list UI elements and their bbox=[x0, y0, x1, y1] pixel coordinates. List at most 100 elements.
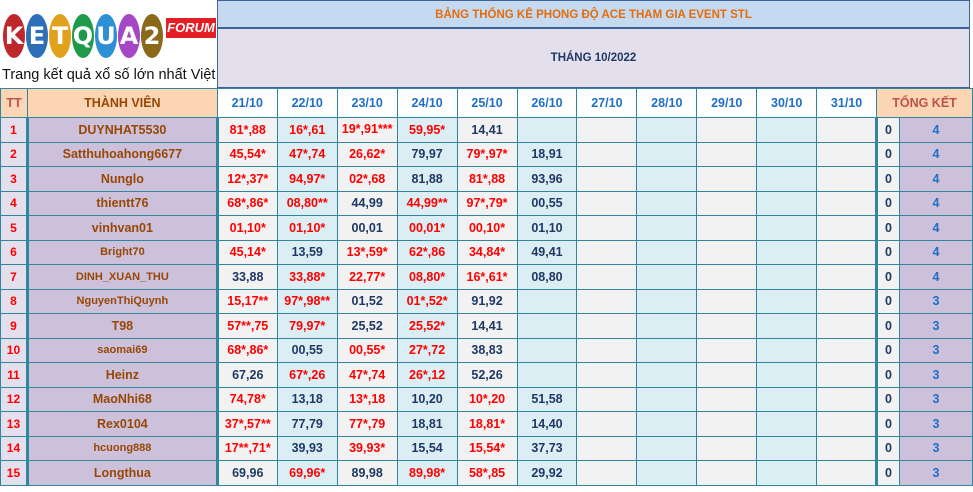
logo-letter: 2 bbox=[141, 14, 163, 58]
total-count: 3 bbox=[899, 435, 973, 461]
prediction-cell: 19*,91*** bbox=[336, 117, 398, 143]
total-count: 4 bbox=[899, 239, 973, 265]
row-number: 2 bbox=[0, 141, 28, 167]
prediction-cell: 13,59 bbox=[276, 239, 338, 265]
table-row: 3 Nunglo 12*,37* 94,97* 02*,68 81,88 81*,88 93,… bbox=[0, 166, 973, 192]
total-count: 4 bbox=[899, 215, 973, 241]
table-row: 8 NguyenThiQuynh 15,17** 97*,98** 01,52 01*,5… bbox=[0, 288, 973, 314]
row-number: 7 bbox=[0, 264, 28, 290]
prediction-cell: 02*,68 bbox=[336, 166, 398, 192]
logo-letter: Q bbox=[72, 14, 94, 58]
logo-letter: E bbox=[26, 14, 48, 58]
prediction-cell: 29,92 bbox=[516, 460, 578, 486]
prediction-cell: 16*,61 bbox=[276, 117, 338, 143]
forum-badge: FORUM bbox=[166, 18, 216, 38]
prediction-cell: 18,81 bbox=[396, 411, 458, 437]
prediction-cell: 00,55 bbox=[276, 337, 338, 363]
logo-letter: A bbox=[118, 14, 140, 58]
table-title: BẢNG THỐNG KÊ PHONG ĐỘ ACE THAM GIA EVEN… bbox=[217, 0, 970, 29]
zero-count: 0 bbox=[875, 337, 900, 363]
member-name[interactable]: NguyenThiQuynh bbox=[25, 288, 219, 314]
prediction-cell: 49,41 bbox=[516, 239, 578, 265]
header-summary: TỔNG KẾT bbox=[876, 88, 973, 118]
prediction-cell bbox=[816, 239, 878, 265]
prediction-cell bbox=[816, 362, 878, 388]
prediction-cell: 38,83 bbox=[456, 337, 518, 363]
prediction-cell: 00,55* bbox=[336, 337, 398, 363]
prediction-cell bbox=[756, 190, 818, 216]
prediction-cell bbox=[756, 460, 818, 486]
prediction-cell bbox=[816, 411, 878, 437]
prediction-cell: 81,88 bbox=[396, 166, 458, 192]
zero-count: 0 bbox=[875, 386, 900, 412]
member-name[interactable]: T98 bbox=[25, 313, 219, 339]
prediction-cell: 16*,61* bbox=[456, 264, 518, 290]
prediction-cell: 67,26 bbox=[216, 362, 278, 388]
table-row: 9 T98 57**,75 79,97* 25,52 25,52* 14,41 0 3 bbox=[0, 313, 973, 339]
table-row: 4 thientt76 68*,86* 08,80** 44,99 44,99** 97*,… bbox=[0, 190, 973, 216]
member-name[interactable]: Rex0104 bbox=[25, 411, 219, 437]
prediction-cell: 79,97 bbox=[396, 141, 458, 167]
prediction-cell bbox=[696, 239, 758, 265]
prediction-cell bbox=[636, 288, 698, 314]
prediction-cell bbox=[816, 166, 878, 192]
header-date: 21/10 bbox=[216, 88, 278, 118]
row-number: 14 bbox=[0, 435, 28, 461]
prediction-cell bbox=[696, 166, 758, 192]
zero-count: 0 bbox=[875, 166, 900, 192]
prediction-cell: 34,84* bbox=[456, 239, 518, 265]
member-name[interactable]: hcuong888 bbox=[25, 435, 219, 461]
member-name[interactable]: DINH_XUAN_THU bbox=[25, 264, 219, 290]
zero-count: 0 bbox=[875, 362, 900, 388]
prediction-cell: 13,18 bbox=[276, 386, 338, 412]
prediction-cell: 14,40 bbox=[516, 411, 578, 437]
prediction-cell bbox=[696, 288, 758, 314]
total-count: 3 bbox=[899, 460, 973, 486]
header-date: 23/10 bbox=[336, 88, 398, 118]
prediction-cell: 79*,97* bbox=[456, 141, 518, 167]
prediction-cell bbox=[576, 313, 638, 339]
prediction-cell: 10*,20 bbox=[456, 386, 518, 412]
row-number: 3 bbox=[0, 166, 28, 192]
prediction-cell bbox=[816, 313, 878, 339]
prediction-cell bbox=[636, 215, 698, 241]
prediction-cell bbox=[516, 313, 578, 339]
member-name[interactable]: Nunglo bbox=[25, 166, 219, 192]
total-count: 3 bbox=[899, 313, 973, 339]
prediction-cell bbox=[696, 313, 758, 339]
zero-count: 0 bbox=[875, 288, 900, 314]
member-name[interactable]: saomai69 bbox=[25, 337, 219, 363]
prediction-cell: 10,20 bbox=[396, 386, 458, 412]
stats-table: TT THÀNH VIÊN 21/10 22/10 23/10 24/10 25/10 26/… bbox=[0, 88, 973, 486]
member-name[interactable]: thientt76 bbox=[25, 190, 219, 216]
prediction-cell bbox=[756, 362, 818, 388]
prediction-cell: 81*,88 bbox=[456, 166, 518, 192]
prediction-cell: 08,80 bbox=[516, 264, 578, 290]
month-label: THÁNG 10/2022 bbox=[217, 29, 970, 88]
member-name[interactable]: Heinz bbox=[25, 362, 219, 388]
prediction-cell bbox=[636, 313, 698, 339]
prediction-cell bbox=[816, 141, 878, 167]
prediction-cell bbox=[576, 239, 638, 265]
row-number: 10 bbox=[0, 337, 28, 363]
member-name[interactable]: MaoNhi68 bbox=[25, 386, 219, 412]
prediction-cell: 33,88 bbox=[216, 264, 278, 290]
prediction-cell bbox=[696, 190, 758, 216]
row-number: 12 bbox=[0, 386, 28, 412]
member-name[interactable]: Longthua bbox=[25, 460, 219, 486]
header-date: 31/10 bbox=[816, 88, 878, 118]
zero-count: 0 bbox=[875, 190, 900, 216]
prediction-cell: 14,41 bbox=[456, 313, 518, 339]
prediction-cell: 18,81* bbox=[456, 411, 518, 437]
header-date: 27/10 bbox=[576, 88, 638, 118]
prediction-cell: 14,41 bbox=[456, 117, 518, 143]
member-name[interactable]: Satthuhoahong6677 bbox=[25, 141, 219, 167]
prediction-cell bbox=[576, 386, 638, 412]
prediction-cell bbox=[696, 264, 758, 290]
member-name[interactable]: vinhvan01 bbox=[25, 215, 219, 241]
prediction-cell: 26*,12 bbox=[396, 362, 458, 388]
member-name[interactable]: DUYNHAT5530 bbox=[25, 117, 219, 143]
member-name[interactable]: Bright70 bbox=[25, 239, 219, 265]
prediction-cell bbox=[636, 117, 698, 143]
